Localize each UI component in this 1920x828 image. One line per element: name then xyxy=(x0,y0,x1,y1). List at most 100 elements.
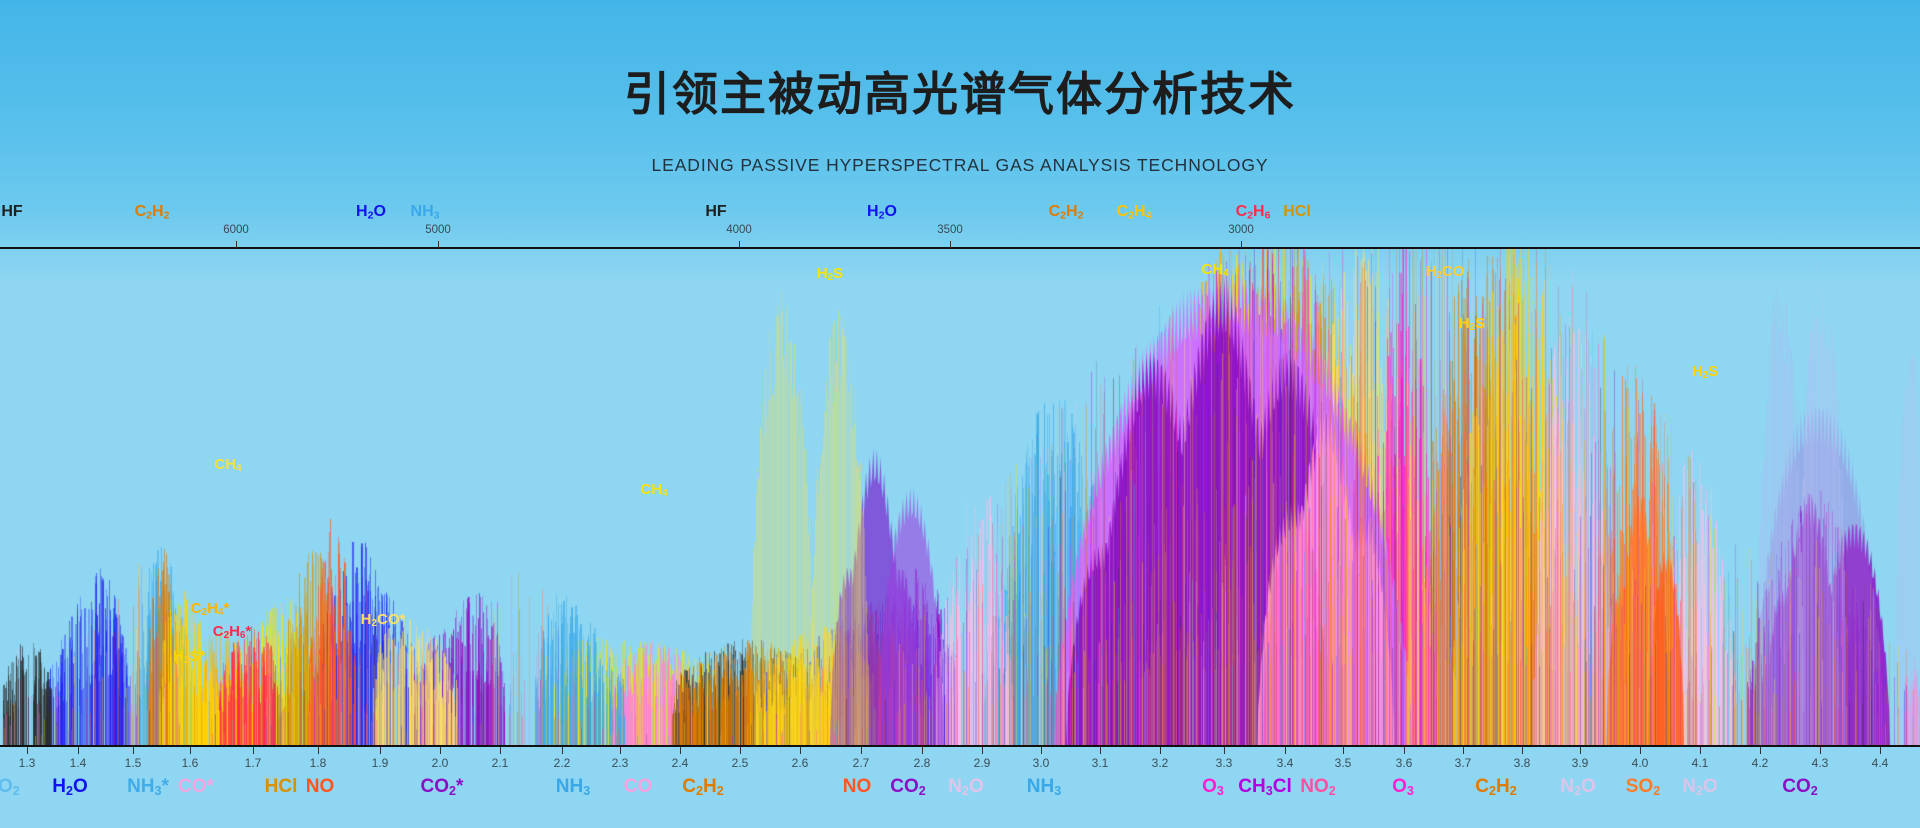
bottom-axis-tick-label: 1.9 xyxy=(371,756,389,770)
plot-gas-label-h2s: H2S xyxy=(816,265,844,284)
bottom-axis-line xyxy=(0,745,1920,747)
bottom-gas-label-o3: O3 xyxy=(1392,776,1414,798)
bottom-axis-tick-mark xyxy=(1224,747,1225,754)
bottom-axis-tick-mark xyxy=(1820,747,1821,754)
top-gas-label-c2h2: C2H2 xyxy=(1048,203,1084,222)
bottom-gas-label-nh3: NH3* xyxy=(127,776,169,798)
bottom-gas-label-o3: O3 xyxy=(1202,776,1224,798)
bottom-axis-tick-label: 3.0 xyxy=(1032,756,1050,770)
bottom-axis-tick-label: 4.4 xyxy=(1871,756,1889,770)
top-axis-tick-label: 3000 xyxy=(1228,224,1254,236)
bottom-gas-label-h2o: H2O xyxy=(52,776,88,798)
bottom-axis-tick-label: 1.6 xyxy=(181,756,199,770)
bottom-gas-label-nh3: NH3 xyxy=(1026,776,1062,798)
top-axis-tick-label: 3500 xyxy=(937,224,963,236)
bottom-axis-tick-mark xyxy=(253,747,254,754)
plot-gas-label-h2s: H2S xyxy=(1691,363,1719,382)
bottom-axis-tick-mark xyxy=(1580,747,1581,754)
bottom-axis-tick-label: 3.3 xyxy=(1215,756,1233,770)
bottom-axis-tick-mark xyxy=(680,747,681,754)
plot-gas-label-ch4: CH4 xyxy=(640,481,668,500)
plot-gas-label-c2h4: C2H4* xyxy=(190,600,230,619)
bottom-gas-label-co2: CO2 xyxy=(1782,776,1818,798)
plot-gas-label-ch4: CH4 xyxy=(1201,261,1229,280)
bottom-axis-tick-mark xyxy=(1343,747,1344,754)
bottom-gas-label-no: NO xyxy=(842,776,872,797)
bottom-axis-tick-mark xyxy=(1880,747,1881,754)
bottom-gas-label-no: NO xyxy=(305,776,335,797)
bottom-axis-tick-label: 2.6 xyxy=(791,756,809,770)
bottom-axis-tick-mark xyxy=(740,747,741,754)
bottom-axis-tick-mark xyxy=(1522,747,1523,754)
top-axis-tick-label: 4000 xyxy=(726,224,752,236)
top-gas-label-h2o: H2O xyxy=(867,203,897,222)
plot-gas-label-h2co: H2CO xyxy=(1425,263,1465,282)
top-gas-label-h2o: H2O xyxy=(356,203,386,222)
bottom-axis-tick-label: 4.1 xyxy=(1691,756,1709,770)
bottom-axis-tick-mark xyxy=(1404,747,1405,754)
bottom-axis-tick-label: 3.9 xyxy=(1571,756,1589,770)
top-gas-label-c2h4: C2H4 xyxy=(1116,203,1152,222)
top-axis-tick-mark xyxy=(236,241,237,248)
page-title: 引领主被动高光谱气体分析技术 xyxy=(624,68,1296,120)
bottom-axis-tick-label: 2.5 xyxy=(731,756,749,770)
page-subtitle: LEADING PASSIVE HYPERSPECTRAL GAS ANALYS… xyxy=(651,155,1269,175)
bottom-gas-label-co: CO xyxy=(623,776,653,797)
bottom-axis-tick-mark xyxy=(27,747,28,754)
bottom-axis-tick-label: 3.6 xyxy=(1395,756,1413,770)
header-block: 引领主被动高光谱气体分析技术 LEADING PASSIVE HYPERSPEC… xyxy=(0,0,1920,200)
bottom-axis-tick-mark xyxy=(562,747,563,754)
bottom-gas-label-co: CO* xyxy=(178,776,214,797)
top-axis-tick-label: 5000 xyxy=(425,224,451,236)
bottom-axis-tick-mark xyxy=(982,747,983,754)
bottom-axis-tick-mark xyxy=(190,747,191,754)
bottom-axis-tick-label: 3.5 xyxy=(1334,756,1352,770)
spectrum-canvas xyxy=(0,249,1920,745)
spectrum-plot xyxy=(0,249,1920,745)
top-axis-tick-mark xyxy=(739,241,740,248)
bottom-gas-label-co2: CO2* xyxy=(420,776,464,798)
top-axis-tick-mark xyxy=(950,241,951,248)
bottom-axis-tick-mark xyxy=(1640,747,1641,754)
bottom-axis-tick-label: 1.3 xyxy=(18,756,36,770)
bottom-axis-tick-mark xyxy=(1041,747,1042,754)
bottom-axis-tick-label: 2.7 xyxy=(852,756,870,770)
bottom-axis-tick-mark xyxy=(1160,747,1161,754)
bottom-gas-label-ch3cl: CH3Cl xyxy=(1238,776,1292,798)
bottom-gas-label-c2h2: C2H2 xyxy=(1475,776,1517,798)
bottom-axis-tick-mark xyxy=(500,747,501,754)
bottom-axis-tick-label: 2.3 xyxy=(611,756,629,770)
bottom-axis-tick-mark xyxy=(800,747,801,754)
bottom-axis-tick-mark xyxy=(1700,747,1701,754)
top-gas-label-hf: HF xyxy=(705,203,727,220)
top-axis-tick-label: 6000 xyxy=(223,224,249,236)
top-gas-label-hf: HF xyxy=(1,203,23,220)
bottom-axis-tick-label: 4.3 xyxy=(1811,756,1829,770)
top-axis-tick-mark xyxy=(438,241,439,248)
bottom-axis-tick-label: 1.4 xyxy=(69,756,87,770)
bottom-axis-tick-label: 1.5 xyxy=(124,756,142,770)
bottom-axis-tick-mark xyxy=(1100,747,1101,754)
bottom-axis-tick-label: 3.8 xyxy=(1513,756,1531,770)
bottom-axis-tick-label: 2.8 xyxy=(913,756,931,770)
bottom-gas-label-nh3: NH3 xyxy=(555,776,591,798)
bottom-axis-tick-label: 3.1 xyxy=(1091,756,1109,770)
bottom-axis-tick-mark xyxy=(440,747,441,754)
bottom-gas-label-hcl: HCl xyxy=(264,776,298,797)
bottom-gas-label-n2o: N2O xyxy=(948,776,984,798)
bottom-axis-tick-mark xyxy=(861,747,862,754)
top-gas-label-c2h6: C2H6 xyxy=(1235,203,1271,222)
bottom-axis-tick-mark xyxy=(922,747,923,754)
top-axis-tick-mark xyxy=(1241,241,1242,248)
bottom-axis-tick-mark xyxy=(1285,747,1286,754)
bottom-gas-label-no2: NO2 xyxy=(1300,776,1336,798)
top-gas-label-c2h2: C2H2 xyxy=(134,203,170,222)
bottom-axis-tick-mark xyxy=(620,747,621,754)
bottom-axis-tick-label: 2.2 xyxy=(553,756,571,770)
plot-gas-label-h2s: H2S* xyxy=(172,648,206,667)
bottom-axis-tick-label: 2.1 xyxy=(491,756,509,770)
bottom-axis-tick-mark xyxy=(133,747,134,754)
bottom-gas-label-co2: CO2 xyxy=(0,776,20,798)
bottom-axis-tick-label: 3.4 xyxy=(1276,756,1294,770)
